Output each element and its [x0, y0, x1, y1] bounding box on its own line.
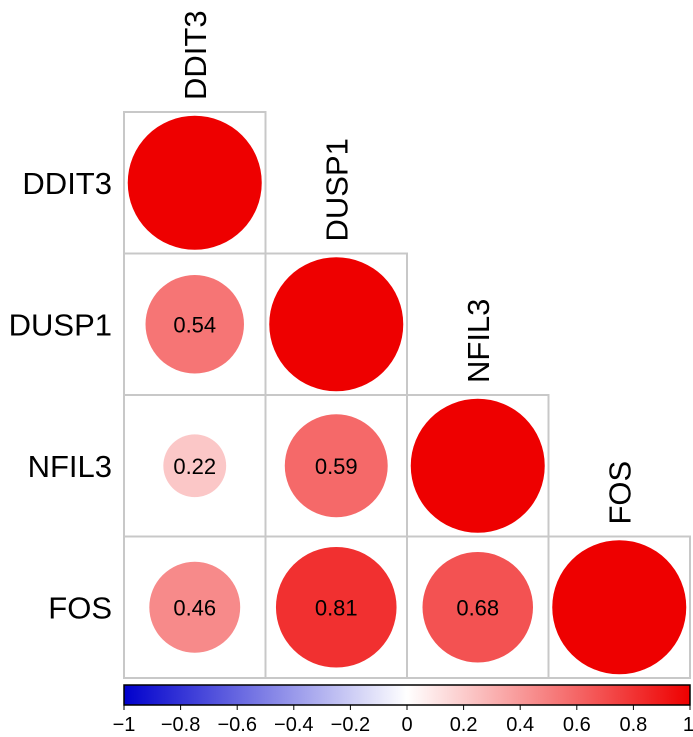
corr-circle-dusp1-dusp1: [269, 257, 404, 392]
colorbar-tick-label: 0: [401, 714, 412, 736]
corr-circle-dusp1-ddit3: [145, 275, 244, 374]
colorbar-tick-label: −1: [113, 714, 136, 736]
colorbar-gradient: [123, 684, 691, 706]
row-label-dusp1: DUSP1: [9, 307, 112, 342]
column-label-fos: FOS: [602, 461, 637, 525]
column-label-nfil3: NFIL3: [461, 299, 496, 383]
corr-circle-nfil3-ddit3: [163, 434, 227, 498]
corr-circle-nfil3-dusp1: [284, 414, 388, 518]
colorbar-tick-label: −0.8: [161, 714, 200, 736]
corr-circle-fos-nfil3: [422, 552, 533, 663]
corr-circle-nfil3-nfil3: [410, 398, 545, 533]
colorbar-tick-label: 1: [683, 714, 693, 736]
value-label: 0.59: [315, 454, 358, 479]
cells-layer: 0.54 0.22 0.59 0.46 0.81 0.68: [123, 111, 691, 679]
column-label-ddit3: DDIT3: [178, 10, 213, 100]
row-label-fos: FOS: [48, 590, 112, 625]
colorbar-tick-label: −0.6: [217, 714, 256, 736]
value-label: 0.22: [173, 454, 216, 479]
value-label: 0.81: [315, 595, 358, 620]
cell-fos-fos: [547, 535, 691, 679]
colorbar-tick-label: 0.4: [506, 714, 534, 736]
colorbar: −1 −0.8 −0.6 −0.4 −0.2 0 0.2 0.4 0.6 0.8 1: [113, 684, 693, 736]
labels-layer: DDIT3 DUSP1 NFIL3 FOS DDIT3 DUSP1 NFIL3 FOS: [9, 10, 638, 625]
value-label: 0.54: [173, 312, 216, 337]
corr-circle-fos-dusp1: [275, 546, 397, 668]
corr-circle-ddit3-ddit3: [127, 115, 262, 250]
value-label: 0.46: [173, 595, 216, 620]
colorbar-tick-label: 0.2: [450, 714, 478, 736]
row-label-ddit3: DDIT3: [22, 166, 112, 201]
colorbar-tick-label: 0.6: [563, 714, 591, 736]
value-label: 0.68: [456, 595, 499, 620]
corr-circle-fos-fos: [552, 540, 687, 675]
row-label-nfil3: NFIL3: [28, 449, 112, 484]
colorbar-tick-label: −0.4: [274, 714, 313, 736]
column-label-dusp1: DUSP1: [319, 138, 354, 241]
colorbar-tick-label: −0.2: [331, 714, 370, 736]
corr-circle-fos-ddit3: [149, 561, 241, 653]
colorbar-tick-label: 0.8: [619, 714, 647, 736]
